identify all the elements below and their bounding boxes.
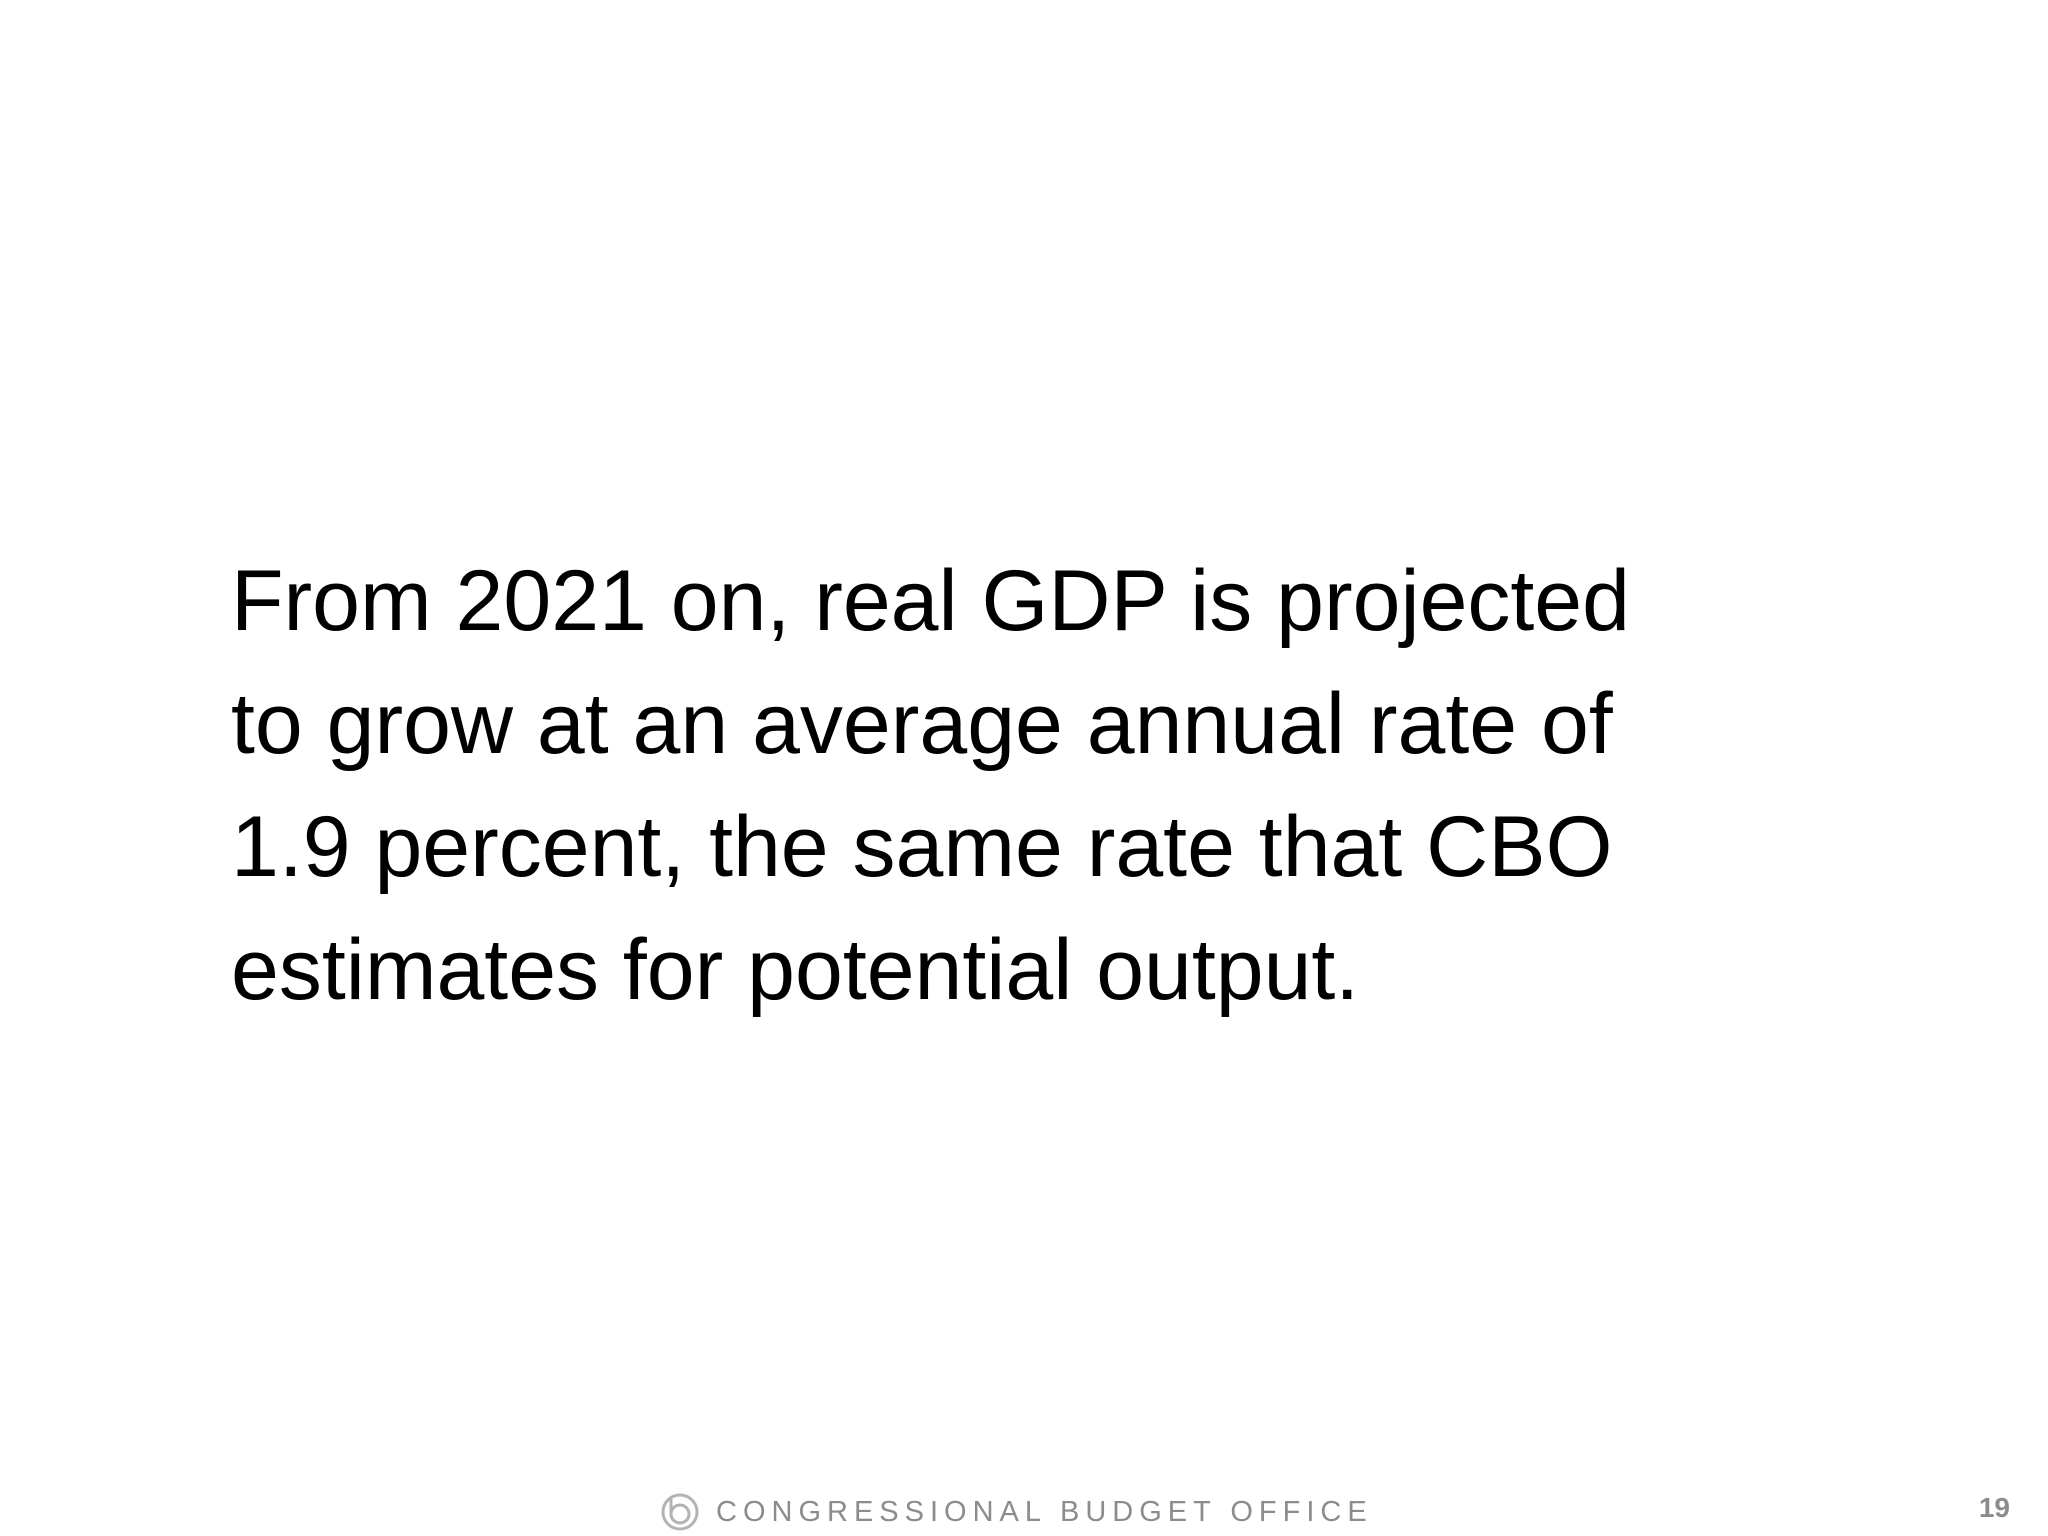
organization-name: CONGRESSIONAL BUDGET OFFICE — [716, 1495, 1373, 1528]
body-line: 1.9 percent, the same rate that CBO — [231, 799, 1613, 895]
footer: CONGRESSIONAL BUDGET OFFICE — [660, 1490, 1373, 1534]
logo — [661, 1493, 699, 1531]
page-number: 19 — [1978, 1492, 2010, 1523]
body-line: estimates for potential output. — [231, 922, 1360, 1018]
body-line: to grow at an average annual rate of — [231, 676, 1613, 772]
body-line: From 2021 on, real GDP is projected — [231, 553, 1630, 649]
body-text: From 2021 on, real GDP is projected to gr… — [231, 540, 1881, 1032]
